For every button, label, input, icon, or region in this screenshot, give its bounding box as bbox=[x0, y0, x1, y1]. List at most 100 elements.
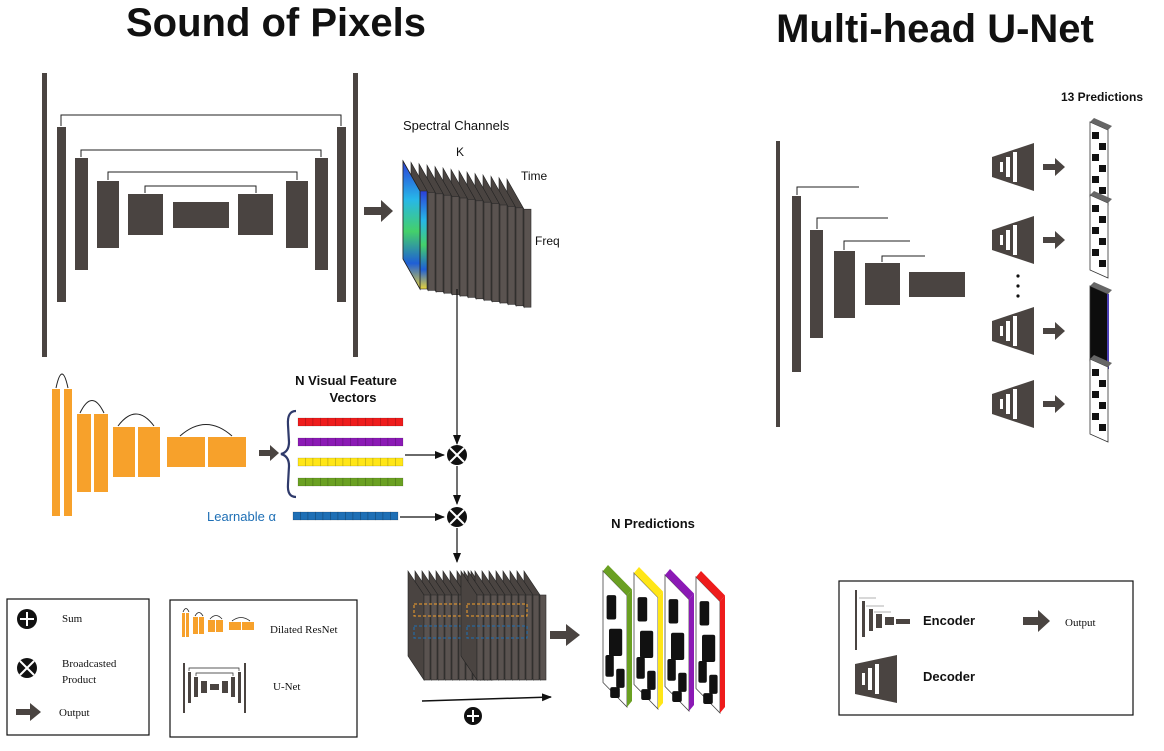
feature-vector-cell bbox=[365, 417, 374, 427]
head-prediction-blob bbox=[1092, 154, 1099, 161]
decoder-head-slot bbox=[1006, 157, 1010, 177]
unet-skip-connections bbox=[60, 114, 342, 193]
n-prediction-mask-blob bbox=[605, 655, 614, 677]
feature-vector-cell bbox=[312, 437, 321, 447]
k-label: K bbox=[456, 145, 464, 159]
feature-vector-cell bbox=[357, 457, 366, 467]
sound-unet bbox=[42, 73, 358, 357]
title-multi-head-unet: Multi-head U-Net bbox=[776, 7, 1094, 51]
spectral-channel-face bbox=[507, 206, 516, 305]
n-prediction-mask-blob bbox=[668, 599, 679, 624]
encoder-icon bbox=[855, 590, 910, 650]
13-predictions-label: 13 Predictions bbox=[1061, 90, 1143, 104]
feature-vector-cell bbox=[395, 437, 404, 447]
feature-vector-cell bbox=[335, 457, 344, 467]
n-prediction-edge bbox=[627, 589, 632, 707]
dilated-resnet bbox=[52, 389, 246, 516]
n-prediction-mask-blob bbox=[616, 668, 625, 688]
feature-vector-cell bbox=[342, 477, 351, 487]
decoder-head-slot bbox=[1013, 225, 1017, 255]
spectral-channels-label: Spectral Channels bbox=[403, 118, 510, 133]
n-predictions-label: N Predictions bbox=[611, 516, 695, 531]
n-prediction-mask-blob bbox=[647, 670, 656, 690]
feature-vector-cell bbox=[297, 477, 306, 487]
head-prediction-blob bbox=[1099, 238, 1106, 245]
alpha-vector-cell bbox=[330, 511, 339, 521]
mask-channel-face bbox=[539, 594, 547, 681]
head-output-arrow bbox=[1043, 158, 1065, 176]
n-prediction-edge bbox=[689, 593, 694, 711]
head-prediction-blob bbox=[1099, 216, 1106, 223]
head-prediction-blob bbox=[1092, 249, 1099, 256]
legend-sum-label: Sum bbox=[62, 613, 83, 625]
decoder-head-slot bbox=[1006, 394, 1010, 414]
feature-vector-cell bbox=[342, 437, 351, 447]
dilated-resnet-icon bbox=[182, 613, 254, 637]
spectral-channel-face bbox=[475, 200, 484, 300]
head-prediction-blob bbox=[1092, 227, 1099, 234]
legend-product-label-2: Product bbox=[62, 674, 96, 686]
feature-vector-cell bbox=[380, 437, 389, 447]
feature-vector-cell bbox=[327, 477, 336, 487]
decoder-heads bbox=[992, 118, 1112, 443]
n-prediction-edge bbox=[658, 591, 663, 709]
feature-vector-cell bbox=[357, 417, 366, 427]
n-prediction-top-edge bbox=[696, 571, 725, 602]
feature-vector-cell bbox=[312, 417, 321, 427]
alpha-vector-cell bbox=[352, 511, 361, 521]
n-predictions bbox=[602, 565, 725, 714]
sum-symbol bbox=[464, 707, 482, 725]
feature-vector-cell bbox=[327, 417, 336, 427]
n-prediction-mask-blob bbox=[698, 661, 707, 683]
feature-vector-cell bbox=[387, 457, 396, 467]
sum-arrow bbox=[421, 693, 552, 702]
head-prediction-blob bbox=[1099, 260, 1106, 267]
feature-vector-cell bbox=[335, 437, 344, 447]
vector-brace bbox=[280, 409, 297, 499]
head-prediction-blob bbox=[1099, 424, 1106, 431]
legend-dilated-label: Dilated ResNet bbox=[270, 624, 338, 636]
feature-vector-cell bbox=[387, 437, 396, 447]
decoder-head-slot bbox=[1000, 399, 1003, 409]
spectral-channel-face bbox=[515, 207, 524, 307]
feature-vector-cell bbox=[395, 417, 404, 427]
head-prediction-blob bbox=[1092, 176, 1099, 183]
feature-vector-cell bbox=[320, 437, 329, 447]
visual-feature-vectors bbox=[297, 417, 404, 487]
time-label: Time bbox=[521, 169, 548, 183]
dilated-resnet-icon-arcs bbox=[182, 608, 251, 622]
head-prediction-blob bbox=[1099, 402, 1106, 409]
output-arrow-icon bbox=[16, 703, 41, 721]
feature-vector-cell bbox=[312, 477, 321, 487]
freq-label: Freq bbox=[535, 234, 560, 248]
multihead-encoder bbox=[776, 141, 965, 427]
n-prediction-mask-blob bbox=[678, 672, 687, 692]
alpha-vector-cell bbox=[360, 511, 369, 521]
visual-feature-label-line2: Vectors bbox=[330, 390, 377, 405]
feature-vector-cell bbox=[342, 457, 351, 467]
feature-vector-cell bbox=[305, 457, 314, 467]
n-prediction-mask-blob bbox=[637, 597, 648, 622]
mask-blue-highlight bbox=[466, 625, 528, 639]
head-prediction-plane bbox=[1089, 358, 1109, 443]
feature-vector-cell bbox=[350, 457, 359, 467]
n-prediction-mask-blob bbox=[636, 657, 645, 679]
spectral-channel-stack bbox=[402, 159, 532, 309]
ellipsis-dots bbox=[1016, 274, 1020, 298]
alpha-vector-cell bbox=[390, 511, 399, 521]
feature-vector-cell bbox=[320, 477, 329, 487]
feature-vector-cell bbox=[350, 417, 359, 427]
learnable-alpha-label: Learnable α bbox=[207, 509, 276, 524]
head-output-arrow bbox=[1043, 395, 1065, 413]
alpha-vector-cell bbox=[322, 511, 331, 521]
spectral-channel-face bbox=[451, 196, 460, 295]
n-prediction-mask-blob bbox=[671, 632, 685, 660]
n-prediction-mask-blob bbox=[641, 689, 651, 701]
resnet-to-vectors-arrow bbox=[259, 445, 279, 461]
head-prediction-blob bbox=[1092, 205, 1099, 212]
unet-icon-skips bbox=[188, 667, 240, 676]
head-output-arrow bbox=[1043, 322, 1065, 340]
decoder-head-slot bbox=[1006, 230, 1010, 250]
spectral-channel-face bbox=[483, 201, 492, 301]
head-prediction-top bbox=[1090, 355, 1112, 367]
